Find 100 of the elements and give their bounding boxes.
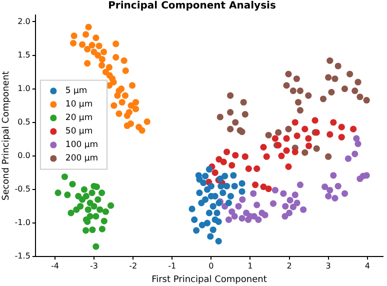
point: [96, 206, 104, 213]
point: [82, 227, 90, 234]
point: [350, 126, 357, 132]
point: [98, 56, 106, 63]
point: [193, 227, 200, 234]
point: [294, 98, 302, 106]
point: [122, 92, 129, 99]
point: [98, 190, 106, 196]
y-tick-label: -0.5: [14, 184, 30, 194]
point: [242, 153, 248, 160]
point: [243, 210, 250, 216]
point: [226, 92, 234, 99]
point: [85, 24, 92, 30]
point: [238, 180, 246, 187]
x-tick-label: 3: [326, 261, 331, 270]
point: [202, 172, 209, 180]
y-tick-label: -1.0: [14, 218, 30, 228]
point: [80, 186, 88, 193]
point: [294, 200, 300, 206]
point: [238, 188, 246, 195]
point: [353, 135, 360, 142]
point: [235, 202, 242, 210]
point: [84, 206, 92, 213]
point: [88, 42, 96, 48]
point: [84, 46, 91, 53]
point: [110, 78, 117, 86]
point: [100, 48, 108, 56]
point: [282, 202, 289, 210]
point: [196, 190, 203, 196]
x-tick-label: 4: [364, 261, 370, 270]
point: [272, 186, 279, 194]
point: [272, 135, 279, 142]
point: [285, 70, 292, 78]
point: [322, 184, 328, 190]
point: [102, 208, 110, 215]
point: [300, 206, 307, 213]
point: [198, 200, 205, 206]
point: [68, 210, 74, 216]
point: [222, 172, 228, 180]
point: [305, 142, 312, 150]
point: [313, 145, 320, 152]
point: [252, 181, 259, 188]
point: [238, 215, 246, 222]
point: [258, 210, 266, 216]
y-tick-label: 1.5: [18, 50, 30, 60]
point: [225, 216, 232, 223]
y-tick-label: 2.0: [18, 16, 30, 26]
point: [208, 182, 214, 190]
point: [244, 216, 252, 223]
point: [212, 169, 218, 176]
point: [305, 92, 312, 99]
point: [191, 216, 198, 223]
point: [70, 40, 77, 46]
point: [254, 165, 260, 172]
point: [296, 181, 304, 188]
point: [334, 62, 342, 70]
legend-label: 5 µm: [65, 86, 88, 96]
point: [352, 88, 358, 94]
point: [356, 94, 364, 100]
point: [216, 114, 224, 120]
point: [94, 196, 102, 203]
point: [255, 216, 262, 223]
point: [124, 112, 130, 119]
point: [116, 110, 122, 117]
point: [204, 220, 211, 226]
x-tick-label: -3: [90, 261, 98, 270]
point: [292, 119, 298, 126]
point: [225, 200, 232, 206]
point: [228, 162, 236, 169]
point: [132, 98, 140, 106]
point: [196, 176, 203, 183]
x-tick-label: -2: [129, 261, 138, 270]
point: [207, 233, 214, 240]
point: [132, 106, 140, 112]
point: [302, 126, 308, 132]
point: [94, 52, 102, 59]
point: [212, 216, 218, 223]
point: [270, 200, 277, 207]
point: [92, 34, 100, 42]
point: [88, 190, 96, 196]
point: [283, 135, 290, 142]
point: [98, 226, 106, 232]
point: [326, 186, 334, 194]
legend-label: 50 µm: [65, 126, 93, 137]
point: [54, 190, 62, 196]
point: [216, 156, 222, 163]
x-tick-label: -1: [168, 261, 176, 270]
point: [260, 144, 267, 151]
point: [332, 194, 338, 202]
point: [254, 202, 260, 208]
point: [84, 60, 91, 67]
point: [325, 74, 332, 81]
point: [290, 204, 296, 210]
chart-title: Principal Component Analysis: [108, 0, 276, 12]
point: [127, 120, 134, 128]
point: [220, 190, 226, 196]
point: [232, 119, 239, 126]
point: [106, 64, 113, 71]
point: [70, 32, 78, 40]
point: [328, 88, 335, 96]
